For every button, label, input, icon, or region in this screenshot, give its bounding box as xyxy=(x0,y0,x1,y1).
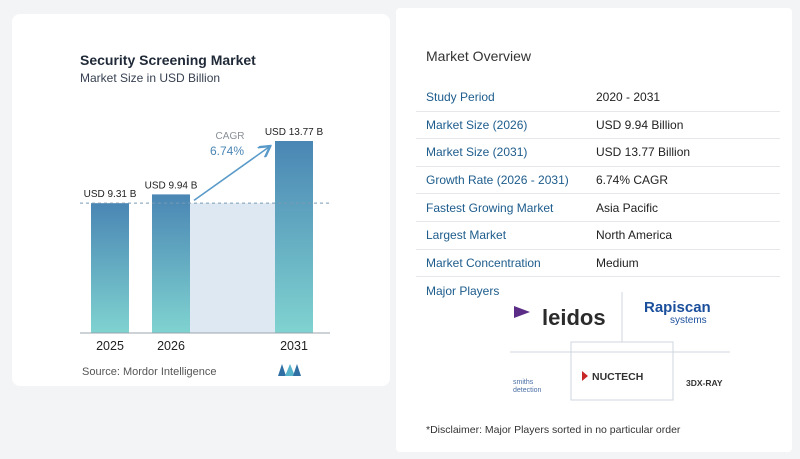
overview-row: Market Size (2026) USD 9.94 Billion xyxy=(416,112,780,140)
overview-value: 2020 - 2031 xyxy=(596,90,661,105)
overview-value: 6.74% CAGR xyxy=(596,173,669,188)
overview-title: Market Overview xyxy=(426,48,532,64)
x-tick-2025: 2025 xyxy=(96,339,124,353)
overview-card xyxy=(396,8,792,452)
overview-value: North America xyxy=(596,228,673,243)
rapiscan-logo: Rapiscan systems xyxy=(644,299,711,326)
disclaimer-text: *Disclaimer: Major Players sorted in no … xyxy=(426,424,681,436)
overview-row: Market Size (2031) USD 13.77 Billion xyxy=(416,139,780,167)
smiths-detection-logo: smiths detection xyxy=(513,379,542,394)
nuctech-logo: NUCTECH xyxy=(582,371,643,383)
overview-value: USD 9.94 Billion xyxy=(596,117,684,132)
overview-row: Largest Market North America xyxy=(416,222,780,250)
3dx-ray-logo-text: 3DX-RAY xyxy=(686,378,723,388)
overview-label: Market Concentration xyxy=(426,255,541,270)
x-tick-2026: 2026 xyxy=(157,339,185,353)
data-label-2025: USD 9.31 B xyxy=(84,189,137,200)
overview-label: Market Size (2026) xyxy=(426,117,528,132)
overview-label: Growth Rate (2026 - 2031) xyxy=(426,173,569,188)
major-players-label: Major Players xyxy=(426,284,500,298)
overview-value: USD 13.77 Billion xyxy=(596,145,691,160)
x-tick-2031: 2031 xyxy=(280,339,308,353)
smiths-logo-text: smiths xyxy=(513,379,534,386)
overview-label: Study Period xyxy=(426,90,495,105)
overview-row: Growth Rate (2026 - 2031) 6.74% CAGR xyxy=(416,167,780,195)
bar-2031 xyxy=(275,141,313,333)
bar-chart: USD 9.31 B 2025 USD 9.94 B 2026 USD 13.77 B 2… xyxy=(80,127,330,353)
overview-row: Study Period 2020 - 2031 xyxy=(416,84,780,112)
source-text: Source: Mordor Intelligence xyxy=(82,366,217,378)
cagr-label: CAGR xyxy=(216,131,245,142)
bar-2026 xyxy=(152,194,190,333)
overview-table: Study Period 2020 - 2031 Market Size (202… xyxy=(416,84,780,278)
rapiscan-logo-text: Rapiscan xyxy=(644,299,711,316)
overview-label: Market Size (2031) xyxy=(426,145,528,160)
rapiscan-logo-subtext: systems xyxy=(670,315,707,326)
leidos-logo-text: leidos xyxy=(542,305,606,330)
overview-row: Fastest Growing Market Asia Pacific xyxy=(416,194,780,222)
reference-band xyxy=(190,203,275,333)
overview-label: Largest Market xyxy=(426,228,507,243)
data-label-2026: USD 9.94 B xyxy=(145,180,198,191)
overview-row: Market Concentration Medium xyxy=(416,250,780,278)
chart-title: Security Screening Market xyxy=(80,52,256,68)
overview-label: Fastest Growing Market xyxy=(426,200,554,215)
mordor-intelligence-logo xyxy=(278,364,301,376)
players-grid xyxy=(510,292,730,401)
bar-2025 xyxy=(91,203,129,333)
chart-subtitle: Market Size in USD Billion xyxy=(80,71,221,85)
3dx-ray-logo: 3DX-RAY xyxy=(686,378,723,388)
cagr-arrow xyxy=(193,147,269,202)
overview-value: Asia Pacific xyxy=(596,200,659,215)
smiths-logo-subtext: detection xyxy=(513,387,542,394)
cagr-value: 6.74% xyxy=(210,144,244,158)
data-label-2031: USD 13.77 B xyxy=(265,127,324,138)
nuctech-logo-text: NUCTECH xyxy=(592,371,643,383)
leidos-logo: leidos xyxy=(514,305,606,330)
overview-value: Medium xyxy=(596,255,639,270)
